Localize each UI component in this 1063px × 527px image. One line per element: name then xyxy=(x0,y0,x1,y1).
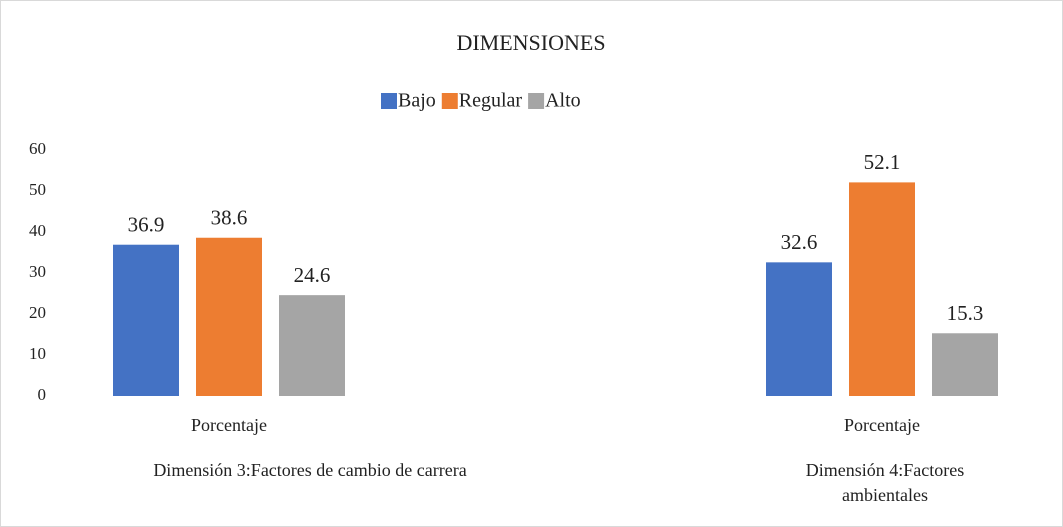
y-tick-label: 20 xyxy=(29,303,46,322)
x-tick-label: Porcentaje xyxy=(191,415,267,435)
value-label: 15.3 xyxy=(947,301,984,325)
legend-swatch xyxy=(381,93,397,109)
value-label: 24.6 xyxy=(294,263,331,287)
bar xyxy=(196,237,262,396)
y-tick-label: 30 xyxy=(29,262,46,281)
group-label-line: Dimensión 3:Factores de cambio de carrer… xyxy=(153,460,466,480)
chart-title: DIMENSIONES xyxy=(456,30,605,55)
legend-swatch xyxy=(441,93,458,109)
legend-swatch xyxy=(528,93,545,109)
group-label: Dimensión 3:Factores de cambio de carrer… xyxy=(153,460,466,480)
bar xyxy=(932,333,998,396)
group-label-line: Dimensión 4:Factores xyxy=(806,460,964,480)
y-tick-label: 0 xyxy=(38,385,47,404)
x-tick-label: Porcentaje xyxy=(844,415,920,435)
legend-label: Bajo xyxy=(398,90,436,112)
value-label: 52.1 xyxy=(864,150,901,174)
y-tick-label: 50 xyxy=(29,180,46,199)
legend-label: Alto xyxy=(545,90,581,112)
bar xyxy=(113,244,179,396)
value-label: 32.6 xyxy=(781,230,818,254)
y-tick-label: 60 xyxy=(29,139,46,158)
bar xyxy=(279,295,345,396)
group-label-line: ambientales xyxy=(842,485,928,505)
y-tick-label: 10 xyxy=(29,344,46,363)
value-label: 38.6 xyxy=(211,206,248,230)
legend-label: Regular xyxy=(459,90,523,112)
bar xyxy=(766,262,832,396)
value-label: 36.9 xyxy=(128,213,165,237)
y-tick-label: 40 xyxy=(29,221,46,240)
group-label: Dimensión 4:Factores ambientales xyxy=(806,460,964,505)
bar xyxy=(849,182,915,396)
